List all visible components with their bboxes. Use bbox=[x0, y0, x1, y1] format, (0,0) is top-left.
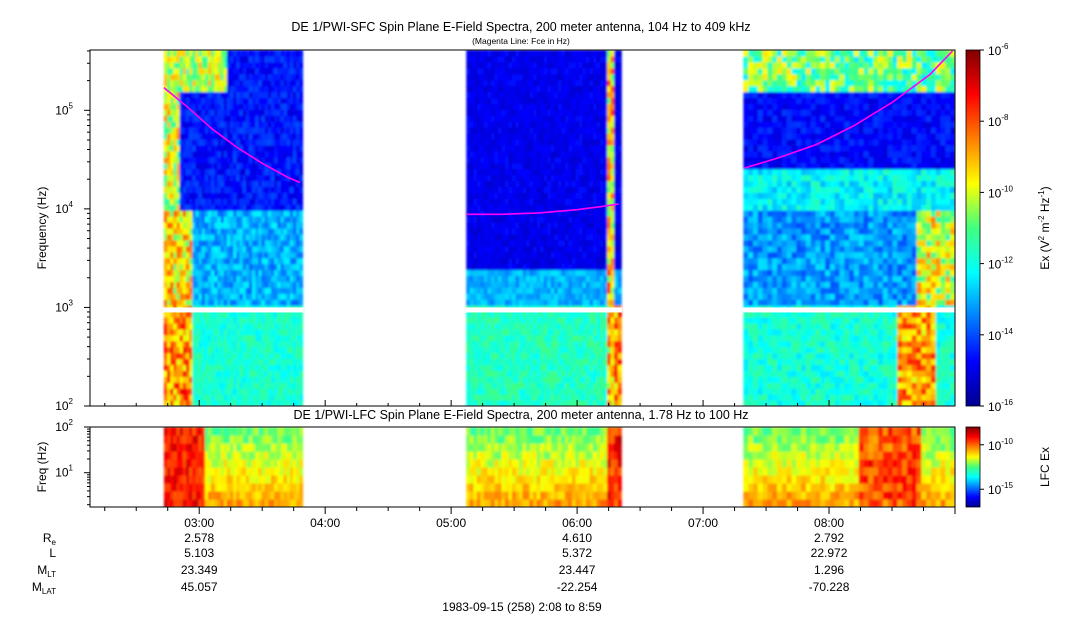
top-colorbar-tick: 10-12 bbox=[988, 256, 1013, 272]
fce-line-2 bbox=[466, 203, 619, 216]
ephemeris-value: 4.610 bbox=[562, 531, 592, 545]
time-tick-label: 08:00 bbox=[814, 516, 844, 530]
ephemeris-value: -70.228 bbox=[809, 580, 850, 594]
top-y-tick-label: 104 bbox=[55, 200, 73, 216]
time-axis: 03:00 04:00 05:00 06:00 07:00 08:00 bbox=[104, 400, 956, 530]
fce-line-3 bbox=[744, 50, 954, 169]
top-panel-subtitle: (Magenta Line: Fce in Hz) bbox=[472, 36, 570, 46]
ephemeris-value: 2.792 bbox=[814, 531, 844, 545]
top-colorbar-tick: 10-10 bbox=[988, 184, 1013, 200]
top-panel-title: DE 1/PWI-SFC Spin Plane E-Field Spectra,… bbox=[291, 20, 750, 34]
top-colorbar: 10-6 10-8 10-10 10-12 10-14 10-16 Ex (V2 m-2 … bbox=[965, 42, 1052, 414]
ephemeris-value: 5.372 bbox=[562, 546, 592, 560]
ephemeris-value: 1.296 bbox=[814, 563, 844, 577]
top-colorbar-tick: 10-16 bbox=[988, 398, 1013, 414]
lower-colorbar-tick: 10-15 bbox=[988, 481, 1013, 497]
top-colorbar-tick: 10-8 bbox=[988, 113, 1009, 129]
top-y-tick-label: 102 bbox=[55, 397, 73, 413]
lower-colorbar-label: LFC Ex bbox=[1038, 447, 1052, 487]
lower-y-tick-label: 101 bbox=[55, 464, 73, 480]
fce-line-1 bbox=[163, 86, 301, 184]
lower-colorbar-tick: 10-10 bbox=[988, 437, 1013, 453]
time-tick-label: 07:00 bbox=[688, 516, 718, 530]
top-colorbar-label: Ex (V2 m-2 Hz-1) bbox=[1037, 186, 1052, 269]
time-tick-label: 05:00 bbox=[436, 516, 466, 530]
top-y-axis-label: Frequency (Hz) bbox=[35, 187, 49, 270]
ephemeris-value: 23.447 bbox=[559, 563, 596, 577]
lower-y-tick-label: 102 bbox=[55, 418, 73, 434]
time-tick-label: 06:00 bbox=[562, 516, 592, 530]
ephemeris-row-label: Re bbox=[43, 531, 57, 547]
lower-y-axis-label: Freq (Hz) bbox=[35, 442, 49, 493]
ephemeris-row-label: MLAT bbox=[32, 580, 56, 596]
ephemeris-value: 23.349 bbox=[181, 563, 218, 577]
top-y-tick-label: 105 bbox=[55, 101, 73, 117]
top-colorbar-tick: 10-6 bbox=[988, 42, 1009, 58]
top-colorbar-tick: 10-14 bbox=[988, 327, 1013, 343]
ephemeris-value: 5.103 bbox=[184, 546, 214, 560]
footer-date-range: 1983-09-15 (258) 2:08 to 8:59 bbox=[442, 600, 602, 614]
sfc-spectrogram-panel: 102 103 104 105 Frequency (Hz) bbox=[35, 49, 956, 413]
ephemeris-value: 22.972 bbox=[811, 546, 848, 560]
ephemeris-row-label: L bbox=[49, 546, 56, 560]
lower-colorbar: 10-10 10-15 LFC Ex bbox=[965, 426, 1052, 508]
ephemeris-value: 45.057 bbox=[181, 580, 218, 594]
ephemeris-value: 2.578 bbox=[184, 531, 214, 545]
top-y-tick-label: 103 bbox=[55, 298, 73, 314]
lower-panel-title: DE 1/PWI-LFC Spin Plane E-Field Spectra,… bbox=[293, 408, 748, 422]
lfc-spectrogram-panel: 101 102 Freq (Hz) bbox=[35, 418, 956, 508]
ephemeris-value: -22.254 bbox=[557, 580, 598, 594]
ephemeris-table: Re 2.578 4.610 2.792 L 5.103 5.372 22.972 MLT 23.… bbox=[32, 531, 850, 596]
ephemeris-row-label: MLT bbox=[37, 563, 56, 579]
time-tick-label: 04:00 bbox=[310, 516, 340, 530]
time-tick-label: 03:00 bbox=[184, 516, 214, 530]
